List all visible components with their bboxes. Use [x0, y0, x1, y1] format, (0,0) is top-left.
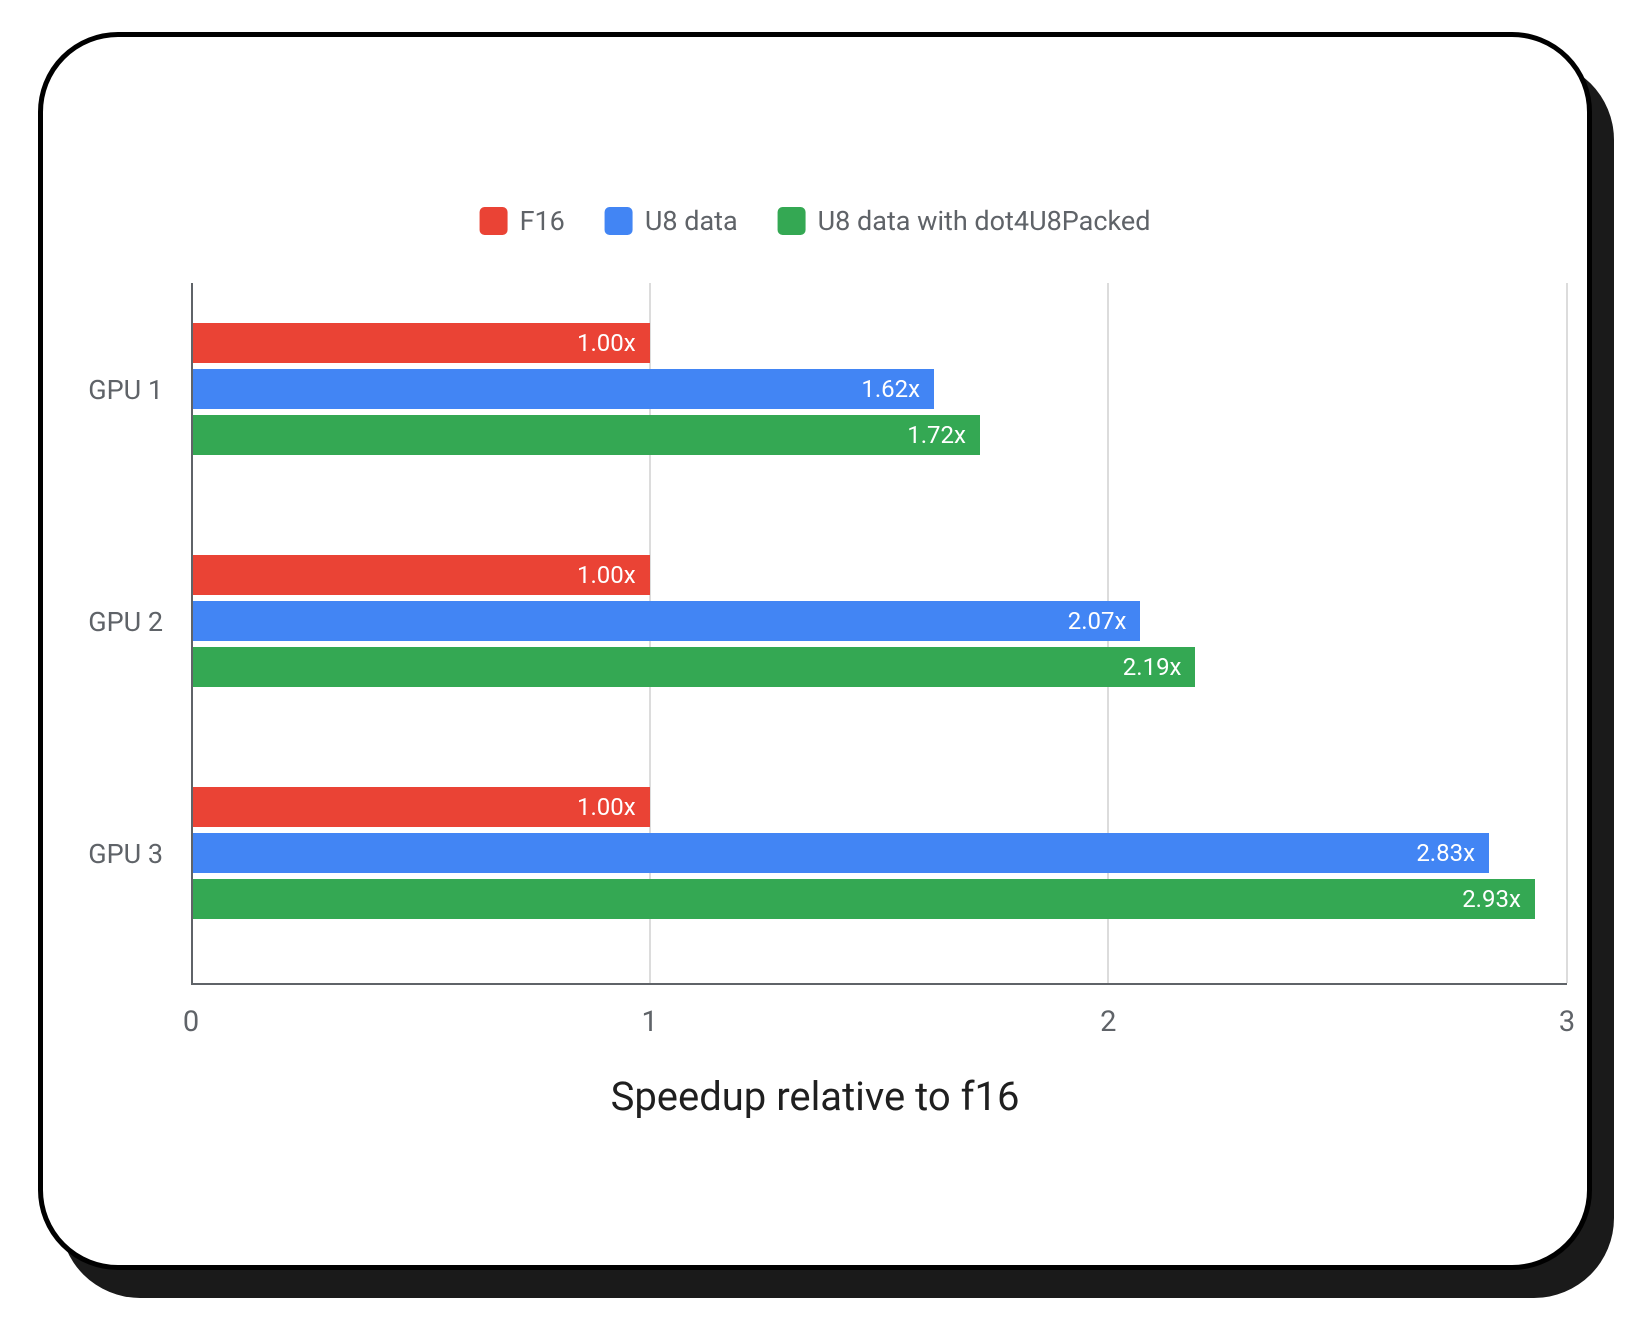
- x-tick-label: 0: [183, 1005, 199, 1039]
- bar: 2.83x: [191, 833, 1489, 873]
- category-label: GPU 2: [88, 606, 163, 638]
- bar: 2.93x: [191, 879, 1535, 919]
- legend-label: U8 data: [645, 205, 738, 237]
- bar-value-label: 1.00x: [577, 329, 636, 357]
- stage: F16 U8 data U8 data with dot4U8Packed 1.00…: [0, 0, 1650, 1334]
- gridline: [1566, 283, 1568, 983]
- category-label: GPU 1: [88, 374, 163, 406]
- bar-value-label: 1.62x: [861, 375, 920, 403]
- legend: F16 U8 data U8 data with dot4U8Packed: [480, 205, 1151, 237]
- plot-area: 1.00x 1.62x 1.72x 1.00x 2.07x 2.19x 1.00x 2.83x…: [191, 283, 1567, 983]
- bar: 1.00x: [191, 555, 650, 595]
- bar-value-label: 1.72x: [907, 421, 966, 449]
- bar-value-label: 2.83x: [1416, 839, 1475, 867]
- x-tick-label: 1: [642, 1005, 658, 1039]
- bar-value-label: 2.07x: [1068, 607, 1127, 635]
- bar: 1.00x: [191, 323, 650, 363]
- x-tick-label: 2: [1100, 1005, 1116, 1039]
- legend-label: F16: [520, 205, 565, 237]
- legend-swatch: [778, 207, 806, 235]
- bar: 1.00x: [191, 787, 650, 827]
- bar: 2.07x: [191, 601, 1140, 641]
- x-axis: [191, 983, 1567, 985]
- x-axis-label: Speedup relative to f16: [43, 1073, 1587, 1120]
- y-axis: [191, 283, 193, 983]
- legend-swatch: [480, 207, 508, 235]
- bar-value-label: 2.19x: [1123, 653, 1182, 681]
- card: F16 U8 data U8 data with dot4U8Packed 1.00…: [38, 32, 1592, 1270]
- legend-label: U8 data with dot4U8Packed: [818, 205, 1151, 237]
- legend-item: F16: [480, 205, 565, 237]
- legend-item: U8 data: [605, 205, 738, 237]
- bar-value-label: 2.93x: [1462, 885, 1521, 913]
- bar: 1.62x: [191, 369, 934, 409]
- legend-item: U8 data with dot4U8Packed: [778, 205, 1151, 237]
- bar: 2.19x: [191, 647, 1195, 687]
- legend-swatch: [605, 207, 633, 235]
- bar-value-label: 1.00x: [577, 561, 636, 589]
- bar-value-label: 1.00x: [577, 793, 636, 821]
- bar: 1.72x: [191, 415, 980, 455]
- category-label: GPU 3: [88, 838, 163, 870]
- x-tick-label: 3: [1559, 1005, 1575, 1039]
